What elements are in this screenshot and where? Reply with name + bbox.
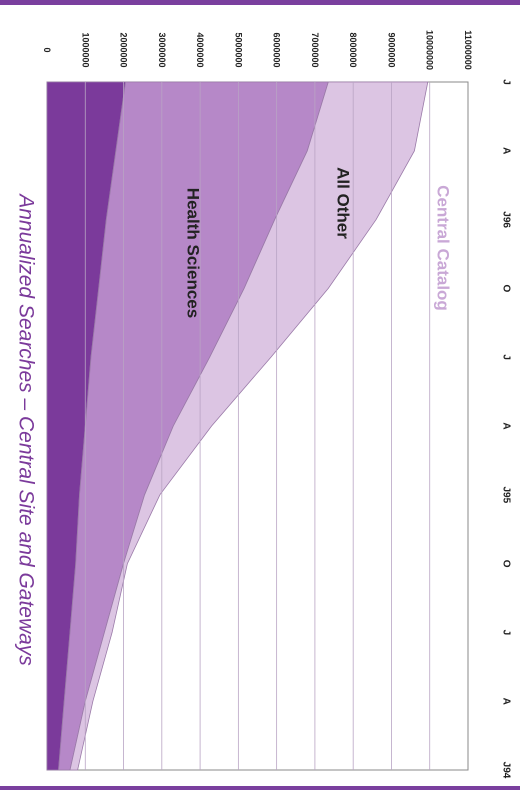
value-tick-label: 2000000 (119, 32, 129, 67)
series-label-central-catalog: Central Catalog (434, 185, 453, 311)
chart-title: Annualized Searches – Central Site and G… (15, 192, 38, 666)
category-tick-label: O (501, 560, 512, 568)
value-tick-label: 3000000 (157, 32, 167, 67)
category-tick-label: J (501, 354, 512, 360)
category-tick-label: A (501, 147, 512, 154)
category-tick-label: A (501, 698, 512, 705)
top-border-line (0, 0, 520, 5)
category-tick-label: O (501, 285, 512, 293)
value-tick-label: 5000000 (233, 32, 243, 67)
value-tick-label: 6000000 (272, 32, 282, 67)
value-tick-label: 0 (42, 47, 52, 52)
series-label-health-sciences: Health Sciences (184, 188, 203, 318)
category-tick-label: J95 (501, 486, 512, 503)
value-tick-label: 8000000 (348, 32, 358, 67)
value-tick-label: 1000000 (80, 32, 90, 67)
bottom-border-line (0, 786, 520, 790)
value-tick-label: 7000000 (310, 32, 320, 67)
category-tick-label: J (501, 79, 512, 85)
series-area-health-sciences (69, 81, 429, 771)
category-tick-label: J96 (501, 211, 512, 228)
value-tick-label: 11000000 (463, 30, 473, 70)
value-tick-label: 9000000 (386, 32, 396, 67)
series-label-all-other: All Other (334, 167, 353, 239)
category-tick-label: A (501, 422, 512, 429)
value-tick-label: 4000000 (195, 32, 205, 67)
value-tick-label: 10000000 (425, 30, 435, 70)
category-tick-label: J94 (501, 762, 512, 779)
category-tick-label: J (501, 630, 512, 636)
